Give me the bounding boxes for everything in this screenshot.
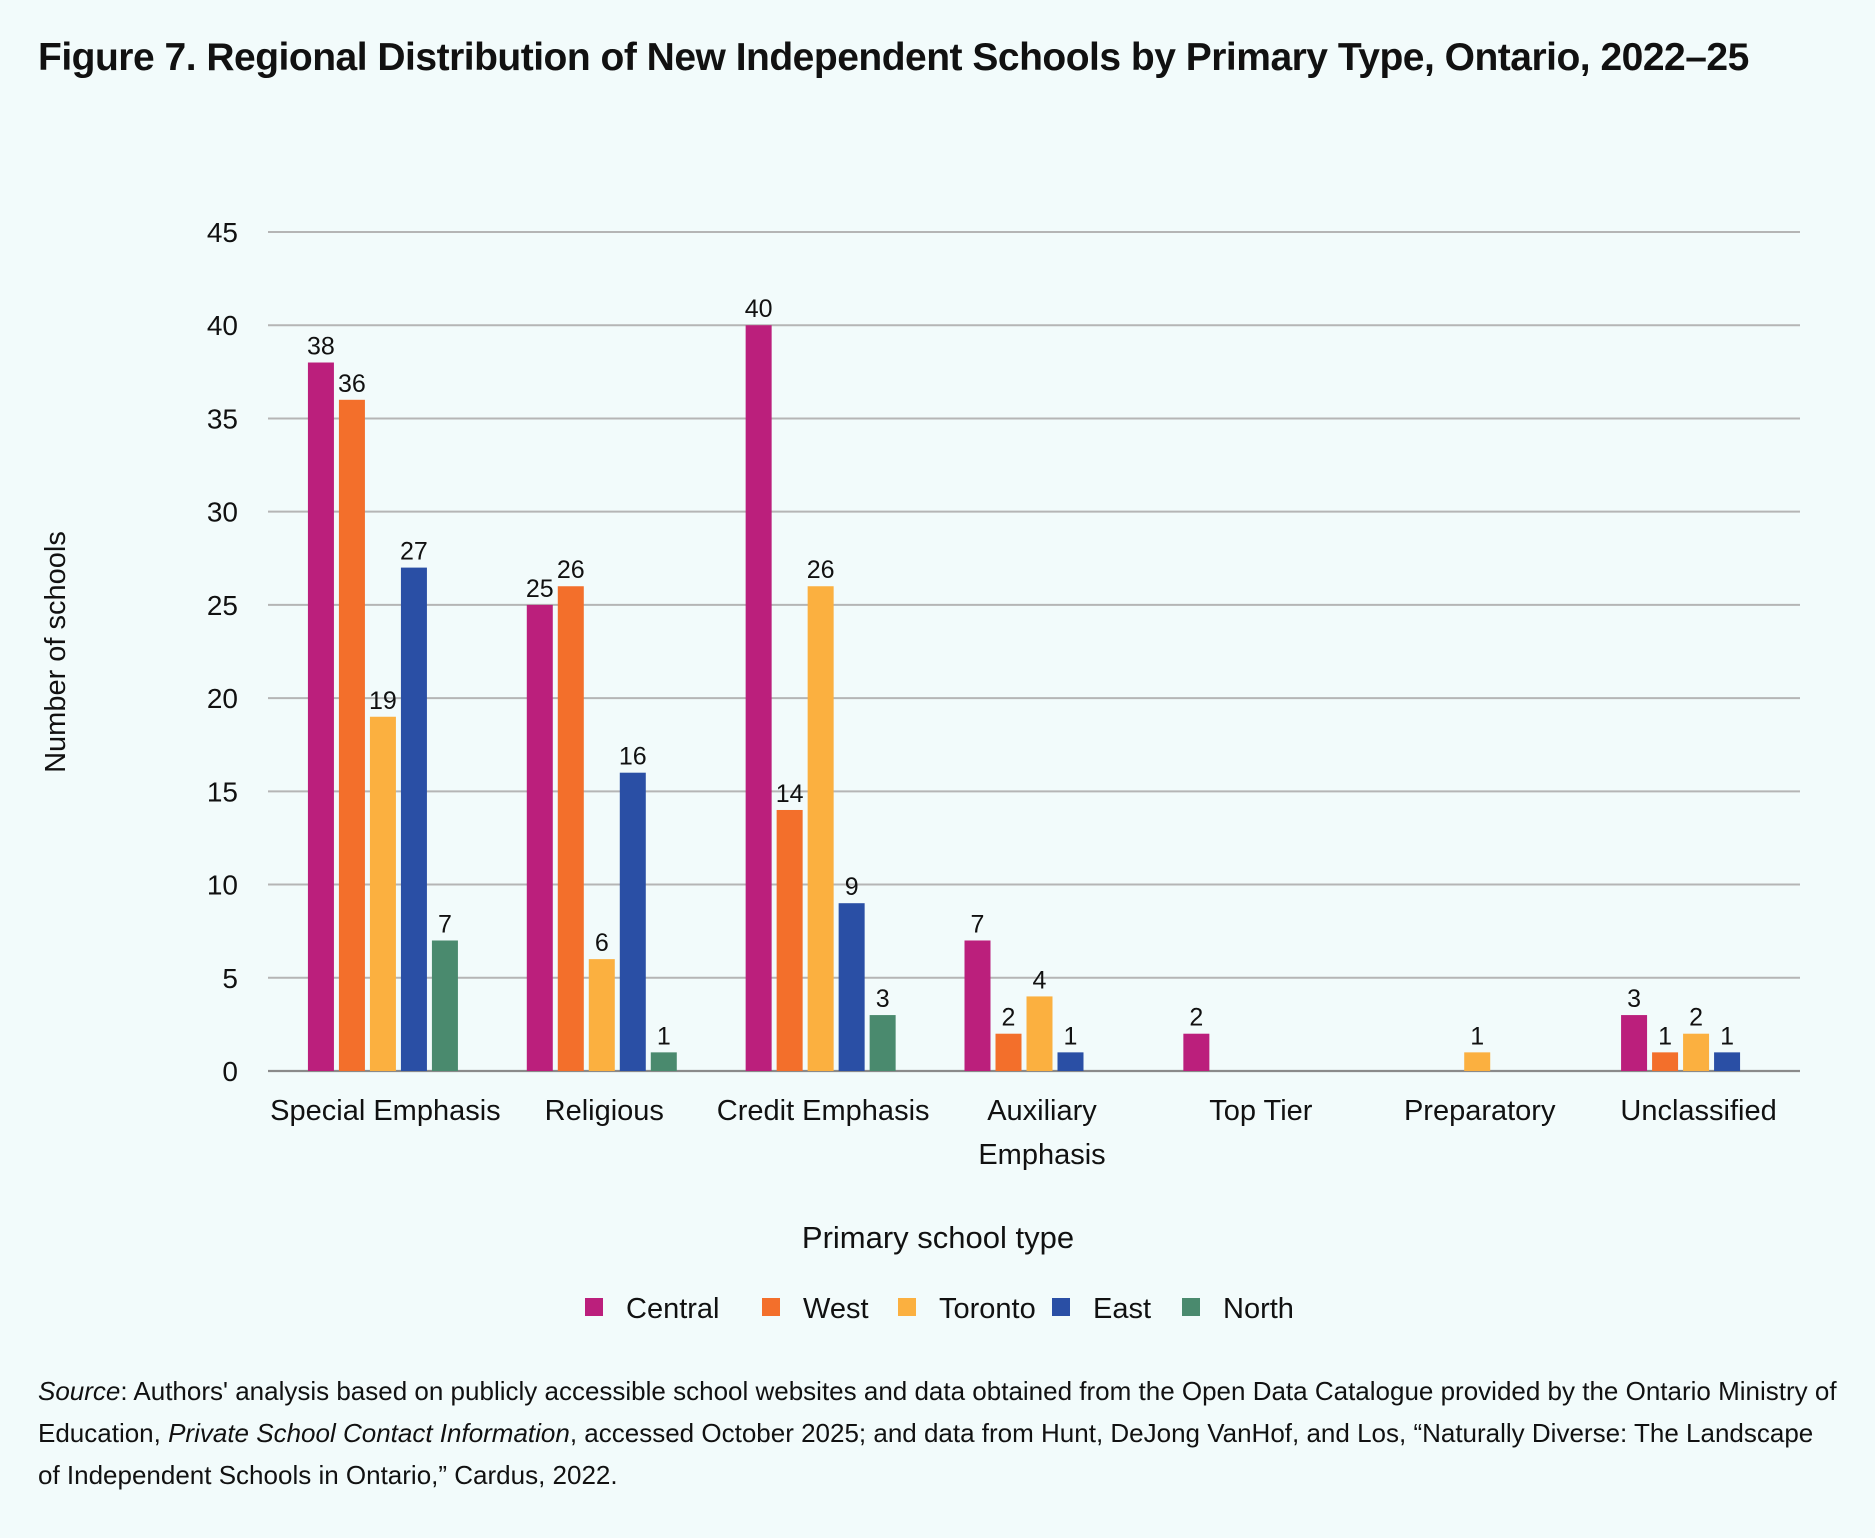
legend-label-west: West (803, 1293, 869, 1325)
data-label: 16 (619, 743, 647, 771)
data-label: 25 (526, 575, 554, 603)
y-tick-label: 10 (207, 870, 238, 901)
y-tick-label: 30 (207, 497, 238, 528)
y-tick-label: 0 (222, 1056, 238, 1087)
data-label: 1 (1470, 1022, 1484, 1050)
data-label: 2 (1689, 1004, 1703, 1032)
data-label: 1 (1720, 1022, 1734, 1050)
bar-north (650, 1052, 677, 1071)
legend-swatch-east (1052, 1298, 1070, 1316)
data-label: 2 (1002, 1004, 1016, 1032)
bar-toronto (369, 716, 396, 1071)
x-category-label: Auxiliary (987, 1095, 1097, 1127)
data-label: 26 (557, 556, 585, 584)
source-text-1: : Authors' analysis based on publicly ac… (38, 1376, 1837, 1448)
data-label: 26 (807, 556, 835, 584)
x-category-label: Religious (545, 1095, 664, 1127)
data-label: 7 (971, 910, 985, 938)
data-label: 7 (438, 910, 452, 938)
data-label: 1 (1658, 1022, 1672, 1050)
data-label: 14 (776, 780, 804, 808)
y-tick-label: 35 (207, 403, 238, 434)
bar-central (526, 604, 553, 1071)
bar-central (307, 362, 334, 1071)
bar-central (745, 325, 772, 1071)
bar-east (619, 772, 646, 1071)
bar-toronto (1026, 996, 1053, 1071)
gridlines (268, 231, 1800, 1073)
bar-central (964, 940, 991, 1071)
source-text-2: , accessed October 2025; and data from H… (38, 1418, 1814, 1490)
legend: Central West Toronto East North (585, 1293, 1294, 1325)
y-tick-label: 5 (222, 963, 238, 994)
data-label: 38 (307, 333, 335, 361)
bar-west (557, 586, 584, 1071)
data-label: 36 (338, 370, 366, 398)
bar-east (400, 567, 427, 1071)
y-tick-label: 25 (207, 590, 238, 621)
y-tick-label: 40 (207, 310, 238, 341)
legend-label-north: North (1223, 1293, 1294, 1325)
bar-central (1621, 1015, 1648, 1071)
data-label: 27 (400, 538, 428, 566)
legend-swatch-central (585, 1298, 603, 1316)
x-category-labels: Special Emphasis Religious Credit Emphasis… (270, 1095, 1777, 1171)
x-category-label: Top Tier (1209, 1095, 1312, 1127)
figure-title: Figure 7. Regional Distribution of New I… (38, 36, 1749, 79)
bar-toronto (1464, 1052, 1491, 1071)
x-category-label: Credit Emphasis (717, 1095, 930, 1127)
bar-toronto (807, 586, 834, 1071)
data-label: 3 (876, 985, 890, 1013)
legend-label-toronto: Toronto (939, 1293, 1036, 1325)
legend-swatch-north (1182, 1298, 1200, 1316)
data-label: 6 (595, 929, 609, 957)
bar-central (1183, 1033, 1210, 1071)
bar-west (338, 399, 365, 1071)
data-label: 2 (1189, 1004, 1203, 1032)
bar-east (1057, 1052, 1084, 1071)
legend-label-east: East (1093, 1293, 1151, 1325)
legend-label-central: Central (626, 1293, 720, 1325)
data-label: 19 (369, 687, 397, 715)
y-axis-label: Number of schools (40, 531, 72, 773)
data-label: 1 (1064, 1022, 1078, 1050)
x-category-label: Emphasis (978, 1139, 1105, 1171)
data-label: 4 (1033, 966, 1047, 994)
y-tick-label: 45 (207, 217, 238, 248)
data-label: 9 (845, 873, 859, 901)
data-label: 40 (745, 295, 773, 323)
y-tick-label: 15 (207, 776, 238, 807)
bar-east (838, 903, 865, 1071)
bar-north (431, 940, 458, 1071)
source-italic-title: Private School Contact Information (168, 1418, 570, 1448)
source-note: Source: Authors' analysis based on publi… (38, 1370, 1838, 1496)
bar-north (869, 1015, 896, 1071)
y-tick-labels: 0 5 10 15 20 25 30 35 40 45 (207, 217, 238, 1087)
data-label: 1 (657, 1022, 671, 1050)
data-label: 3 (1627, 985, 1641, 1013)
bar-toronto (1683, 1033, 1710, 1071)
legend-swatch-toronto (898, 1298, 916, 1316)
x-category-label: Preparatory (1404, 1095, 1556, 1127)
bar-toronto (588, 959, 615, 1071)
bar-east (1714, 1052, 1741, 1071)
legend-swatch-west (762, 1298, 780, 1316)
bar-west (776, 809, 803, 1071)
x-category-label: Special Emphasis (270, 1095, 501, 1127)
bars (307, 325, 1741, 1071)
source-label: Source (38, 1376, 121, 1406)
x-category-label: Unclassified (1620, 1095, 1776, 1127)
bar-west (1652, 1052, 1679, 1071)
x-axis-label: Primary school type (802, 1220, 1074, 1255)
y-tick-label: 20 (207, 683, 238, 714)
bar-west (995, 1033, 1022, 1071)
